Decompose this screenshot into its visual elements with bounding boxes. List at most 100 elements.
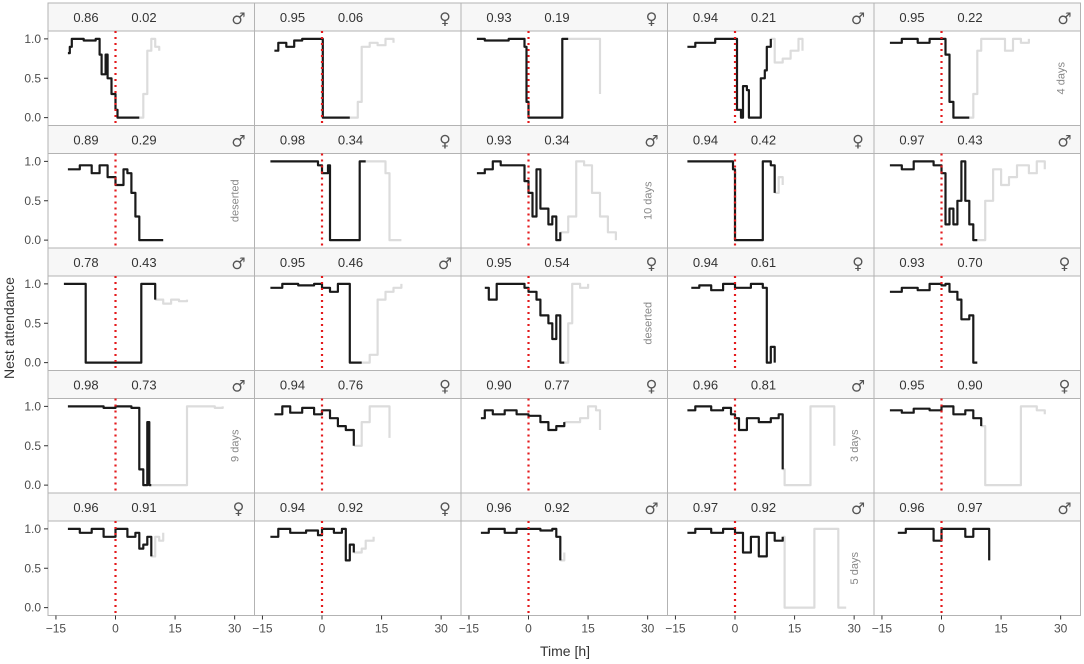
right-value-label: 0.61 [751,255,776,270]
panel-plot-area [873,520,1081,616]
left-value-label: 0.78 [73,255,98,270]
sex-symbol: ♂ [231,9,245,28]
attendance-line-after [361,283,403,364]
panel: 0.95 0.90 ♀ [873,370,1081,494]
panel-strip [667,370,875,399]
sex-symbol: ♂ [438,254,452,273]
right-value-label: 0.46 [338,255,363,270]
attendance-line-after [151,532,165,558]
sex-symbol: ♀ [646,9,658,28]
left-value-label: 0.86 [73,10,98,25]
left-value-label: 0.93 [899,255,924,270]
attendance-line-after [782,527,847,609]
attendance-line [897,527,991,561]
left-value-label: 0.93 [486,133,511,148]
right-value-label: 0.90 [957,378,982,393]
attendance-line [67,164,164,242]
panel: 0.93 0.19 ♀ [460,2,668,126]
panel: 0.96 0.91 ♀ [47,492,255,616]
right-value-label: 0.22 [957,10,982,25]
right-value-label: 0.73 [131,378,156,393]
panel-strip [47,2,255,32]
y-tick-label: 1.0 [24,154,41,168]
x-axis-title: Time [h] [540,643,590,659]
panel: 0.90 0.77 ♀ [460,370,668,494]
panel-plot-area [254,520,462,616]
attendance-line-after [774,176,784,194]
note-label: 4 days [1056,62,1068,95]
panel-plot-area [667,520,875,616]
panel-plot-area [460,30,668,126]
y-tick-label: 0.0 [24,478,41,492]
panel-strip [460,492,668,522]
right-value-label: 0.97 [957,500,982,515]
y-tick-label: 1.0 [24,32,41,46]
right-value-label: 0.91 [131,500,156,515]
y-axis-title: Nest attendance [1,277,17,379]
y-tick-label: 1.0 [24,277,41,291]
attendance-line [687,37,772,119]
sex-symbol: ♀ [852,254,864,273]
x-tick-label: 15 [788,622,802,636]
panel-plot-area [667,153,875,249]
panel: 0.98 0.73 ♂ 9 days [47,370,255,494]
panel: 0.94 0.21 ♂ [667,2,875,126]
y-tick-label: 0.0 [24,601,41,615]
right-value-label: 0.21 [751,10,776,25]
right-value-label: 0.54 [544,255,569,270]
right-value-label: 0.81 [751,378,776,393]
sex-symbol: ♀ [1059,254,1071,273]
sex-symbol: ♂ [231,132,245,151]
panel-plot-area [667,398,875,494]
panel-plot-area [47,520,255,616]
sex-symbol: ♂ [851,499,865,518]
left-value-label: 0.95 [486,255,511,270]
x-tick-label: 15 [168,622,182,636]
panel-strip [873,125,1081,154]
attendance-line [484,282,565,364]
left-value-label: 0.96 [899,500,924,515]
attendance-line [270,160,366,242]
panel-strip [873,370,1081,399]
y-tick-label: 0.0 [24,111,41,125]
attendance-line-after [977,160,1046,242]
attendance-line-after [564,405,602,430]
attendance-line [691,282,776,364]
panel-strip [667,247,875,277]
sex-symbol: ♂ [231,377,245,396]
panel: 0.95 0.46 ♂ [254,247,462,371]
left-value-label: 0.98 [73,378,98,393]
left-value-label: 0.94 [693,10,718,25]
panel-strip [47,125,255,154]
left-value-label: 0.96 [693,378,718,393]
attendance-line [476,160,562,242]
left-value-label: 0.95 [280,255,305,270]
attendance-line [67,405,152,487]
left-value-label: 0.89 [73,133,98,148]
note-label: 3 days [849,429,861,462]
panel-plot-area [47,275,255,371]
right-value-label: 0.92 [544,500,569,515]
panel-strip [460,125,668,154]
panel-grid: 0.86 0.02 ♂ 0.95 0.06 ♀ 0.93 0.19 ♀ 0.94 0.21 ♂ 0.95… [47,2,1081,616]
sex-symbol: ♂ [1057,499,1071,518]
attendance-line [687,527,784,558]
sex-symbol: ♀ [439,132,451,151]
sex-symbol: ♂ [851,9,865,28]
attendance-line [889,160,978,242]
sex-symbol: ♂ [644,499,658,518]
right-value-label: 0.02 [131,10,156,25]
attendance-line-after [782,405,836,487]
panel: 0.86 0.02 ♂ [47,2,255,126]
sex-symbol: ♂ [644,132,658,151]
panel-strip [47,247,255,277]
attendance-line-after [365,160,402,242]
panel-strip [254,370,462,399]
attendance-line [274,405,355,446]
attendance-line [480,409,566,432]
x-tick-label: 30 [847,622,861,636]
y-tick-label: 1.0 [24,522,41,536]
left-value-label: 0.97 [693,500,718,515]
right-value-label: 0.43 [957,133,982,148]
x-tick-label: −15 [872,622,893,636]
